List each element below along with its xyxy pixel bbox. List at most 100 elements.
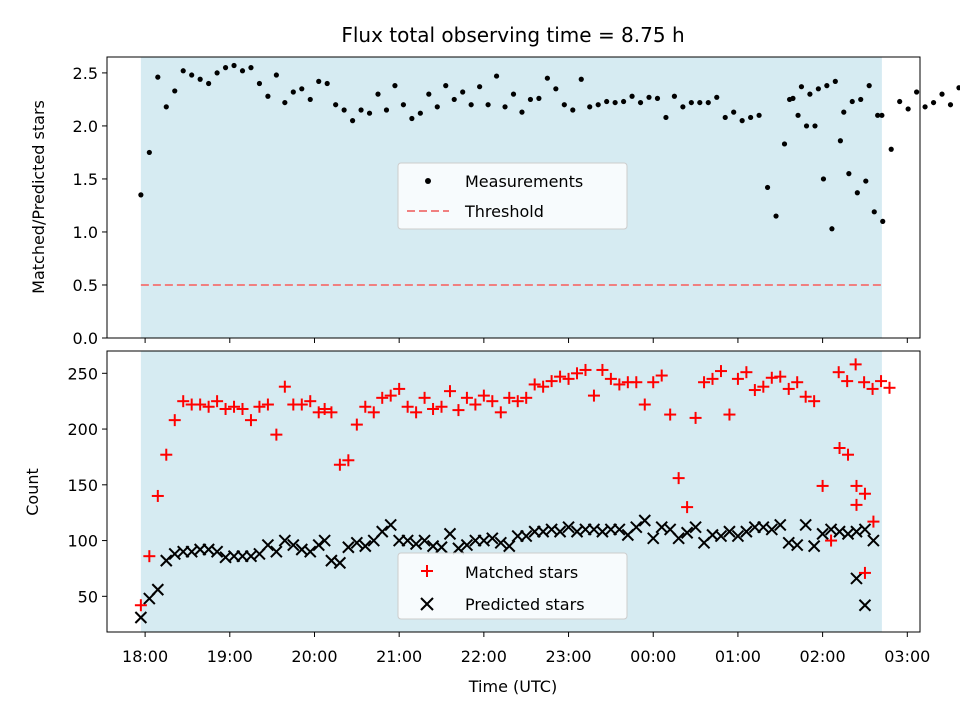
matched-star-point [401,400,414,413]
predicted-star-point [765,523,779,536]
measurement-point [222,65,229,71]
x-tick-label: 03:00 [884,647,930,666]
measurement-point [807,91,813,97]
legend-measurements-label: Measurements [465,172,583,191]
top-y-tick-label: 1.5 [73,170,98,189]
predicted-star-point [647,532,660,545]
matched-star-point [808,395,821,408]
matched-star-point [883,381,896,394]
x-tick-label: 01:00 [715,647,761,666]
matched-star-point [452,404,465,417]
matched-star-point [850,498,863,511]
matched-star-point [520,391,533,404]
matched-star-point [511,395,524,408]
measurement-point [858,96,864,103]
predicted-star-point [613,523,626,536]
matched-star-point [477,389,490,402]
measurement-point [180,68,186,74]
matched-star-point [849,358,862,371]
measurement-point [803,123,810,129]
matched-star-point [486,395,499,408]
measurement-point [879,112,885,118]
matched-star-point [825,534,838,547]
matched-star-point [295,398,308,411]
matched-star-point [664,408,677,421]
measurement-point [544,75,550,81]
measurement-point [841,109,847,115]
matched-star-point [841,375,854,388]
top-y-tick-label: 0.0 [73,329,98,348]
measurement-point [163,104,169,110]
measurement-point [646,94,652,100]
predicted-star-point [350,536,364,550]
matched-star-point [376,391,389,404]
measurement-point [333,102,339,108]
predicted-star-point [342,541,355,554]
measurement-point [578,76,584,82]
predicted-star-point [731,529,745,543]
predicted-star-point [384,518,397,532]
measurement-point [324,80,330,87]
top-y-tick-label: 2.5 [73,64,98,83]
matched-star-point [723,408,736,421]
bottom-y-axis-label: Count [23,468,42,516]
predicted-star-point [519,529,533,543]
predicted-star-point [858,523,872,536]
measurement-point [248,65,254,71]
matched-star-point [833,442,846,455]
matched-star-point [194,398,207,411]
measurement-point [829,226,835,232]
measurement-point [197,76,203,82]
matched-star-point [134,599,147,612]
legend-predicted-label: Predicted stars [465,595,585,614]
measurement-point [189,72,195,78]
x-tick-label: 23:00 [545,647,591,666]
predicted-star-point [807,539,821,553]
measurement-point [612,99,618,106]
measurement-point [866,83,872,89]
predicted-star-point [409,537,423,551]
measurement-point [680,104,686,110]
chart-title: Flux total observing time = 8.75 h [341,23,684,47]
measurement-point [897,98,903,105]
measurement-point [239,68,246,74]
matched-star-point [427,402,440,415]
predicted-star-point [270,545,283,558]
measurement-point [832,78,838,84]
matched-star-point [689,411,702,424]
predicted-star-point [210,545,224,558]
legend-predicted-marker [420,597,434,611]
matched-star-point [816,479,829,492]
measurement-point [930,99,937,106]
measurement-point [939,91,945,97]
bottom-panel: 50 100 150 200 250 18:00 19:00 20:00 21:00 22:00… [23,350,930,696]
matched-star-point [244,414,257,427]
measurement-point [871,209,877,215]
bottom-y-tick-label: 150 [67,476,98,495]
measurement-point [172,88,178,94]
predicted-star-point [359,539,372,553]
matched-star-point [866,382,879,395]
predicted-star-point [151,583,165,596]
measurement-point [922,104,928,110]
bottom-y-tick-label: 200 [67,420,98,439]
legend-measurements-marker [425,178,431,184]
measurement-point [637,99,644,106]
measurement-point [451,96,457,103]
measurement-point [477,84,483,90]
matched-star-point [596,363,609,376]
predicted-star-point [689,520,702,534]
predicted-star-point [418,534,431,547]
measurement-point [888,146,894,152]
matched-star-point [177,395,190,408]
matched-star-point [219,402,232,415]
matched-star-point [350,418,363,431]
matched-star-point [672,472,685,485]
measurement-point [443,83,449,89]
measurement-point [748,114,754,121]
x-tick-label: 00:00 [630,647,676,666]
measurement-point [417,110,423,116]
measurement-point [290,89,296,95]
matched-star-point [638,398,651,411]
matched-star-point [545,375,558,388]
